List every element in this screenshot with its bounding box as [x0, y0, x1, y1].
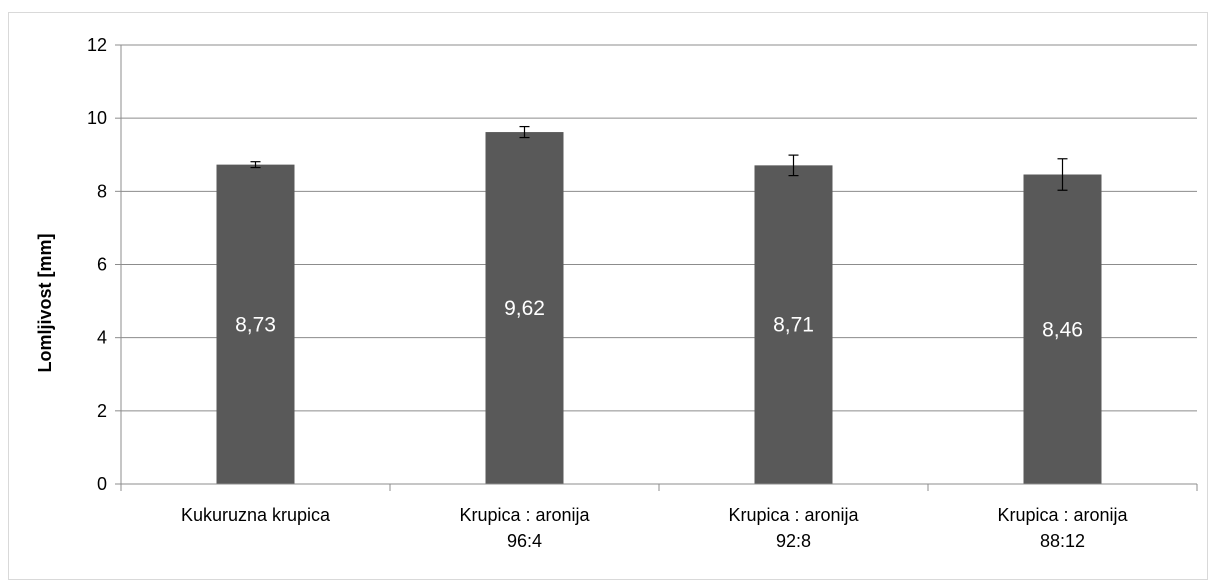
bar-chart: 0 2 4 6 8 10 12 8,73 Kukuruzna krupica 9,62 Krupic… [35, 35, 1198, 551]
data-label-2: 8,71 [773, 314, 814, 337]
y-axis-title: Lomljivost [mm] [35, 233, 55, 372]
category-label-0: Kukuruzna krupica [181, 505, 331, 525]
category-label-1: Krupica : aronija 96:4 [459, 505, 590, 551]
y-tick-label-6: 6 [97, 255, 107, 275]
category-label-line: 96:4 [507, 531, 542, 551]
category-label-line: Krupica : aronija [459, 505, 590, 525]
bar-1 [485, 132, 564, 484]
y-tick-label-4: 4 [97, 328, 107, 348]
y-tick-label-0: 0 [97, 474, 107, 494]
bar-2 [754, 165, 833, 484]
y-tick-label-8: 8 [97, 181, 107, 201]
category-label-line: 88:12 [1040, 531, 1085, 551]
error-bars [250, 125, 1068, 191]
category-label-line: Kukuruzna krupica [181, 505, 331, 525]
axes [115, 44, 1198, 491]
data-label-3: 8,46 [1042, 318, 1083, 341]
bar-3 [1023, 174, 1102, 484]
y-tick-label-12: 12 [87, 35, 107, 55]
y-tick-label-10: 10 [87, 108, 107, 128]
category-label-2: Krupica : aronija 92:8 [728, 505, 859, 551]
gridlines [121, 44, 1197, 412]
category-label-line: Krupica : aronija [728, 505, 859, 525]
chart-frame: 0 2 4 6 8 10 12 8,73 Kukuruzna krupica 9,62 Krupic… [8, 12, 1208, 580]
category-label-3: Krupica : aronija 88:12 [997, 505, 1128, 551]
bars [216, 132, 1102, 484]
category-label-line: 92:8 [776, 531, 811, 551]
data-label-0: 8,73 [235, 313, 276, 336]
data-label-1: 9,62 [504, 297, 545, 320]
category-label-line: Krupica : aronija [997, 505, 1128, 525]
labels: 0 2 4 6 8 10 12 8,73 Kukuruzna krupica 9,62 Krupic… [87, 35, 1129, 551]
y-tick-label-2: 2 [97, 401, 107, 421]
bar-0 [216, 164, 295, 484]
